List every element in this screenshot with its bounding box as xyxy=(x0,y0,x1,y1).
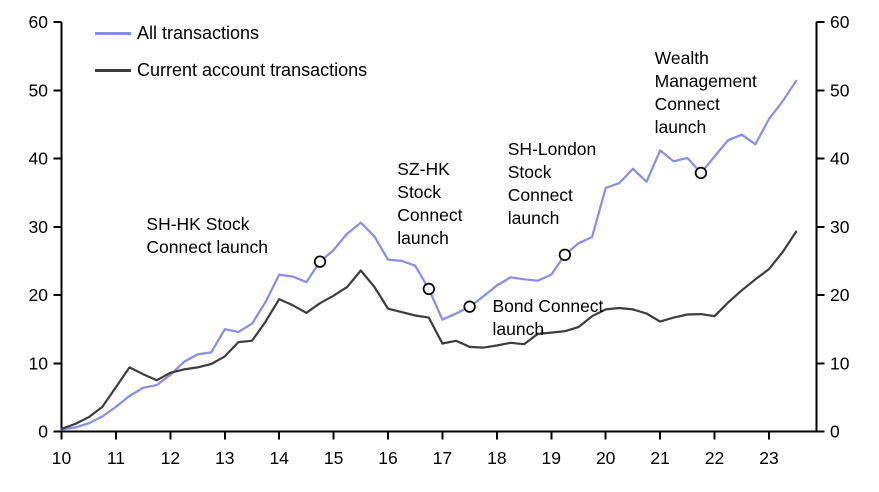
x-axis-tick-label: 22 xyxy=(705,448,724,468)
y-axis-tick-label-left: 20 xyxy=(29,285,49,305)
legend-item-all-transactions: All transactions xyxy=(95,15,367,52)
y-axis-tick-label-left: 40 xyxy=(29,149,49,169)
y-axis-tick-label-right: 60 xyxy=(830,12,850,32)
event-marker xyxy=(422,282,435,296)
y-axis-tick-label-right: 0 xyxy=(830,422,840,442)
x-axis-tick-label: 12 xyxy=(161,448,180,468)
event-marker xyxy=(694,166,708,180)
x-axis-tick-label: 16 xyxy=(378,448,397,468)
legend-label-current-account-transactions: Current account transactions xyxy=(137,60,368,80)
x-axis-tick-label: 21 xyxy=(650,448,669,468)
legend-line-swatch-all-transactions xyxy=(95,32,131,35)
y-axis-tick-label-right: 30 xyxy=(830,217,850,237)
event-marker xyxy=(313,255,327,268)
y-axis-tick-label-left: 10 xyxy=(29,353,49,373)
event-marker xyxy=(558,248,572,261)
y-axis-tick-label-left: 30 xyxy=(29,217,49,237)
x-axis-tick-label: 11 xyxy=(107,448,125,468)
y-axis-tick-label-left: 0 xyxy=(38,422,48,442)
x-axis-tick-label: 18 xyxy=(487,448,506,468)
x-axis-tick-label: 23 xyxy=(759,448,778,468)
y-axis-tick-label-right: 50 xyxy=(830,80,850,100)
x-axis-tick-label: 13 xyxy=(215,448,234,468)
x-axis-tick-label: 14 xyxy=(269,448,289,468)
event-marker xyxy=(463,300,476,313)
y-axis-tick-label-right: 20 xyxy=(830,285,850,305)
x-axis-tick-label: 10 xyxy=(52,448,72,468)
x-axis-tick-label: 15 xyxy=(324,448,343,468)
y-axis-tick-label-right: 40 xyxy=(830,149,850,169)
annotation-sz-hk-stock-connect-launch: SZ-HK Stock Connect launch xyxy=(397,158,463,248)
x-axis-tick-label: 20 xyxy=(596,448,616,468)
annotation-bond-connect-launch: Bond Connect launch xyxy=(492,296,604,340)
x-axis-tick-label: 19 xyxy=(542,448,561,468)
legend-label-all-transactions: All transactions xyxy=(137,23,260,43)
annotation-wealth-management-connect-launch: Wealth Management Connect launch xyxy=(654,48,757,138)
legend-line-swatch-current-account-transactions xyxy=(95,69,131,72)
y-axis-tick-label-left: 50 xyxy=(29,80,49,100)
x-axis-tick-label: 17 xyxy=(433,448,452,468)
series-line-current-account-transactions xyxy=(60,230,798,430)
legend: All transactions Current account transac… xyxy=(95,15,367,89)
annotation-sh-london-stock-connect-launch: SH-London Stock Connect launch xyxy=(507,139,597,229)
legend-item-current-account-transactions: Current account transactions xyxy=(95,52,367,89)
annotation-sh-hk-stock-connect-launch: SH-HK Stock Connect launch xyxy=(146,214,269,258)
y-axis-tick-label-right: 10 xyxy=(830,353,850,373)
y-axis-tick-label-left: 60 xyxy=(29,12,49,32)
